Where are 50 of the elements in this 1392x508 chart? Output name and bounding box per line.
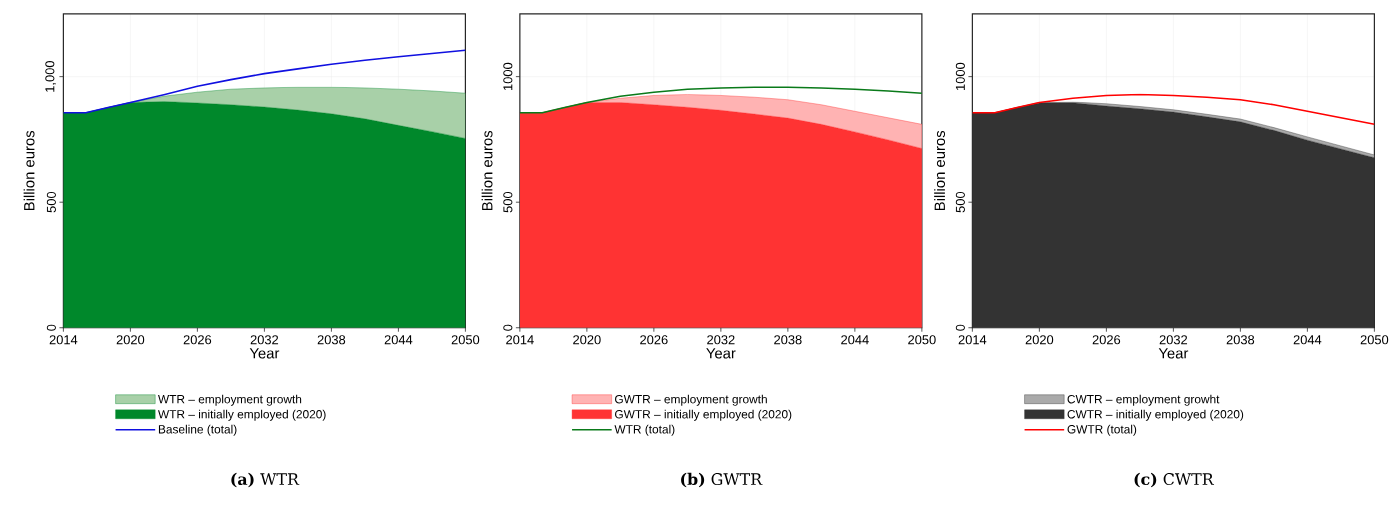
x-tick-label: 2050 [908, 335, 936, 345]
y-tick-label: 0 [503, 324, 513, 331]
legend-label: Baseline (total) [158, 424, 237, 436]
legend-label: CWTR – employment growht [1067, 394, 1220, 406]
x-axis-title: Year [706, 348, 736, 359]
y-tick-label: 1,000 [45, 61, 56, 92]
y-tick-label: 0 [46, 324, 56, 331]
x-tick-label: 2026 [640, 335, 668, 345]
legend-label: WTR – initially employed (2020) [158, 409, 326, 421]
x-tick-label: 2050 [451, 335, 480, 345]
x-tick-label: 2014 [506, 335, 534, 345]
x-tick-label: 2038 [1226, 335, 1255, 345]
x-tick-label: 2014 [49, 335, 78, 345]
x-tick-label: 2032 [707, 335, 735, 345]
x-tick-label: 2050 [1360, 335, 1389, 345]
y-axis-title: Billion euros [23, 130, 35, 211]
text: (c) CWTR [1134, 472, 1215, 488]
x-tick-label: 2014 [958, 335, 987, 345]
y-axis-title: Billion euros [934, 130, 946, 211]
y-axis-title: Billion euros [481, 130, 493, 211]
y-tick-label: 500 [503, 191, 513, 213]
y-tick-label: 1000 [503, 62, 513, 90]
y-tick-label: 1000 [955, 62, 965, 90]
line-series [519, 86, 922, 114]
text: (a) WTR [231, 472, 300, 488]
y-tick-label: 0 [955, 324, 965, 331]
x-tick-label: 2020 [116, 335, 145, 345]
legend-label: GWTR – employment growth [615, 394, 767, 406]
legend-label: WTR – employment growth [158, 394, 302, 406]
legend-label: CWTR – initially employed (2020) [1067, 409, 1244, 421]
legend-label: GWTR (total) [1067, 424, 1137, 436]
y-tick-label: 500 [46, 191, 56, 213]
x-tick-label: 2026 [183, 335, 212, 345]
x-axis-title: Year [1158, 348, 1189, 359]
legend-label: GWTR – initially employed (2020) [615, 409, 792, 421]
line-series [63, 49, 466, 114]
x-tick-label: 2020 [573, 335, 601, 345]
text: (b) GWTR [681, 472, 763, 488]
x-tick-label: 2026 [1092, 335, 1121, 345]
legend-label: WTR (total) [614, 424, 675, 436]
x-tick-label: 2038 [317, 335, 346, 345]
x-axis-title: Year [249, 348, 280, 359]
x-tick-label: 2044 [1293, 335, 1322, 345]
x-tick-label: 2020 [1025, 335, 1054, 345]
y-tick-label: 500 [955, 191, 965, 213]
x-tick-label: 2032 [1159, 335, 1188, 345]
x-tick-label: 2032 [250, 335, 279, 345]
x-tick-label: 2044 [841, 335, 869, 345]
x-tick-label: 2044 [384, 335, 413, 345]
x-tick-label: 2038 [774, 335, 802, 345]
